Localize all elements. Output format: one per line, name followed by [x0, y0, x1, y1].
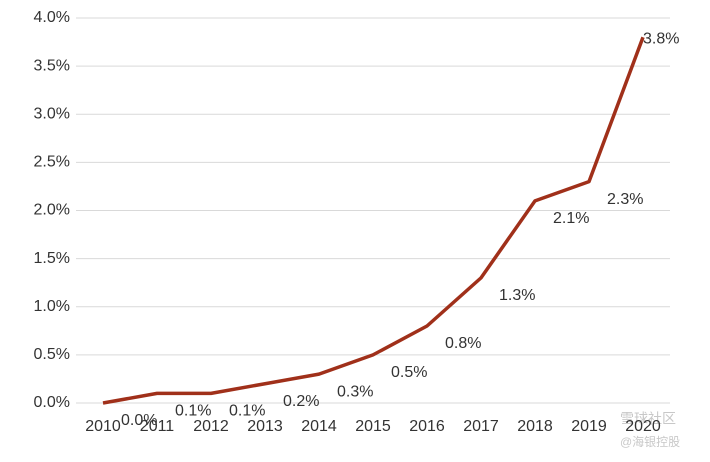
data-label: 2.3% — [607, 191, 643, 208]
x-tick-label: 2020 — [625, 418, 661, 435]
data-label: 0.2% — [283, 393, 319, 410]
watermark: @海银控股 — [620, 434, 680, 449]
watermark: 雪球社区 — [620, 411, 676, 427]
data-label: 3.8% — [643, 30, 679, 47]
y-tick-label: 1.0% — [34, 298, 70, 315]
y-tick-label: 2.0% — [34, 202, 70, 219]
x-tick-label: 2017 — [463, 418, 499, 435]
data-label: 0.1% — [175, 403, 211, 420]
x-tick-label: 2010 — [85, 418, 121, 435]
line — [102, 36, 645, 405]
data-label: 2.1% — [553, 210, 589, 227]
y-tick-label: 0.0% — [34, 394, 70, 411]
y-tick-label: 0.5% — [34, 346, 70, 363]
x-tick-label: 2013 — [247, 418, 283, 435]
x-tick-label: 2012 — [193, 418, 229, 435]
y-tick-label: 4.0% — [34, 9, 70, 26]
x-tick-label: 2016 — [409, 418, 445, 435]
data-label: 1.3% — [499, 287, 535, 304]
y-tick-label: 1.5% — [34, 250, 70, 267]
x-tick-label: 2018 — [517, 418, 553, 435]
data-label: 0.0% — [121, 412, 157, 429]
data-label: 0.8% — [445, 335, 481, 352]
x-tick-label: 2011 — [140, 418, 175, 435]
x-tick-label: 2015 — [355, 418, 391, 435]
data-label: 0.3% — [337, 383, 373, 400]
data-label: 0.5% — [391, 364, 427, 381]
x-tick-label: 2014 — [301, 418, 337, 435]
y-tick-label: 3.5% — [34, 57, 70, 74]
data-label: 0.1% — [229, 403, 265, 420]
y-tick-label: 2.5% — [34, 154, 70, 171]
y-tick-label: 3.0% — [34, 105, 70, 122]
x-tick-label: 2019 — [571, 418, 607, 435]
